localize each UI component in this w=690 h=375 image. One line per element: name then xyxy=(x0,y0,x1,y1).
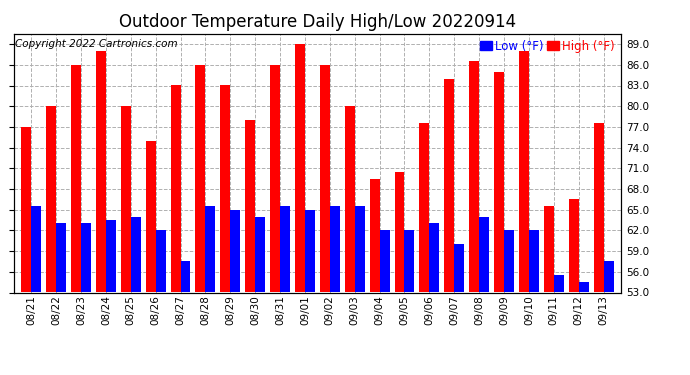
Bar xyxy=(569,200,579,292)
Bar xyxy=(429,224,440,292)
Bar xyxy=(181,261,190,292)
Bar xyxy=(494,72,504,292)
Bar xyxy=(479,217,489,292)
Title: Outdoor Temperature Daily High/Low 20220914: Outdoor Temperature Daily High/Low 20220… xyxy=(119,13,516,31)
Bar xyxy=(106,220,116,292)
Bar xyxy=(320,65,330,292)
Bar xyxy=(81,224,91,292)
Text: Copyright 2022 Cartronics.com: Copyright 2022 Cartronics.com xyxy=(15,39,177,49)
Bar xyxy=(131,217,141,292)
Bar xyxy=(330,206,339,292)
Bar xyxy=(170,86,181,292)
Bar xyxy=(554,275,564,292)
Bar xyxy=(404,230,415,292)
Bar xyxy=(230,210,240,292)
Bar xyxy=(206,206,215,292)
Bar xyxy=(420,123,429,292)
Bar xyxy=(220,86,230,292)
Bar xyxy=(21,127,31,292)
Bar xyxy=(305,210,315,292)
Bar xyxy=(355,206,365,292)
Bar xyxy=(270,65,280,292)
Bar xyxy=(156,230,166,292)
Bar xyxy=(604,261,613,292)
Bar xyxy=(46,106,56,292)
Bar xyxy=(370,178,380,292)
Bar xyxy=(195,65,206,292)
Bar xyxy=(121,106,131,292)
Bar xyxy=(444,79,454,292)
Bar xyxy=(295,44,305,292)
Bar xyxy=(255,217,265,292)
Bar xyxy=(245,120,255,292)
Bar xyxy=(56,224,66,292)
Bar xyxy=(71,65,81,292)
Bar xyxy=(280,206,290,292)
Legend: Low (°F), High (°F): Low (°F), High (°F) xyxy=(480,40,615,53)
Bar xyxy=(544,206,554,292)
Bar xyxy=(454,244,464,292)
Bar xyxy=(529,230,539,292)
Bar xyxy=(579,282,589,292)
Bar xyxy=(380,230,390,292)
Bar xyxy=(345,106,355,292)
Bar xyxy=(469,62,479,292)
Bar xyxy=(504,230,514,292)
Bar xyxy=(395,172,404,292)
Bar xyxy=(519,51,529,292)
Bar xyxy=(593,123,604,292)
Bar xyxy=(96,51,106,292)
Bar xyxy=(31,206,41,292)
Bar xyxy=(146,141,156,292)
